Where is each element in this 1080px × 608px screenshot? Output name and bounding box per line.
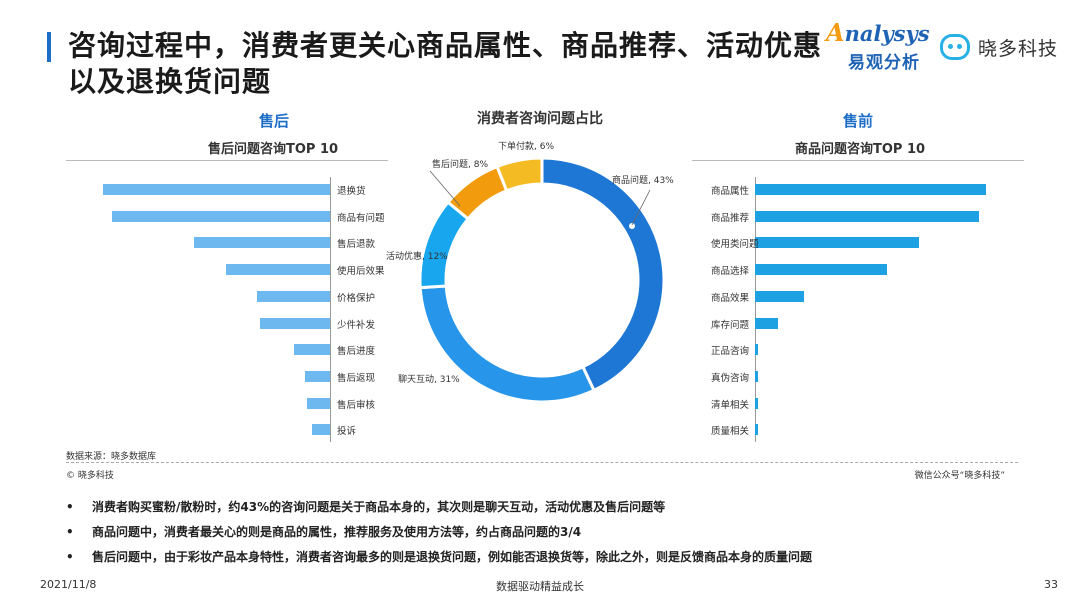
right-chart-axis (755, 177, 756, 442)
analysys-logo-text: Analysys (826, 18, 930, 47)
left-chart-axis (330, 177, 331, 442)
product-bar (755, 397, 759, 409)
bullet-item: • 商品问题中，消费者最关心的则是商品的属性，推荐服务及使用方法等，约占商品问题的… (66, 520, 1046, 545)
product-bar-label: 商品推荐 (711, 212, 750, 224)
product-bar-label: 商品选择 (711, 266, 750, 278)
product-bar (755, 370, 759, 382)
dashed-divider (66, 462, 1018, 463)
after-sales-bar-label: 售后进度 (337, 346, 376, 358)
donut-slice-label: 售后问题, 8% (432, 158, 488, 170)
data-source: 数据来源：晓多数据库 (66, 452, 157, 462)
after-sales-bar (311, 424, 330, 436)
after-sales-bar (305, 370, 330, 382)
donut-slice-label: 商品问题, 43% (612, 174, 674, 186)
left-section-title: 售后 (259, 112, 290, 130)
after-sales-bar (112, 210, 330, 222)
donut-slice (495, 156, 544, 193)
right-header-divider (692, 160, 1024, 161)
wechat-account: 微信公众号“晓多科技” (914, 471, 1005, 481)
after-sales-bar (103, 184, 330, 195)
product-bar (755, 237, 919, 249)
product-bar-label: 正品咨询 (711, 346, 750, 358)
copyright: © 晓多科技 (66, 471, 114, 481)
donut-slice-label: 活动优惠, 12% (386, 250, 448, 262)
bullet-item: • 消费者购买蜜粉/散粉时，约43%的咨询问题是关于商品本身的，其次则是聊天互动，… (66, 495, 1046, 520)
donut-slice-label: 聊天互动, 31% (398, 373, 460, 385)
page-number: 33 (1044, 578, 1058, 591)
donut-slice (418, 200, 471, 290)
chat-bubble-icon (940, 34, 970, 60)
product-bar (755, 210, 980, 222)
product-bar-label: 商品属性 (711, 186, 750, 197)
product-bar-label: 商品效果 (711, 292, 750, 304)
product-bar (755, 317, 779, 329)
footer-date: 2021/11/8 (40, 578, 97, 591)
product-bar (755, 290, 804, 302)
donut-slice-label: 下单付款, 6% (498, 140, 554, 152)
left-header-divider (66, 160, 388, 161)
analysys-logo-cn: 易观分析 (848, 53, 920, 73)
after-sales-bar (259, 317, 330, 329)
after-sales-bar-label: 使用后效果 (337, 266, 385, 278)
after-sales-bar-label: 商品有问题 (337, 212, 385, 224)
after-sales-bar (257, 290, 330, 302)
summary-bullets: • 消费者购买蜜粉/散粉时，约43%的咨询问题是关于商品本身的，其次则是聊天互动，… (66, 495, 1046, 570)
after-sales-bar (193, 237, 330, 249)
after-sales-bar (307, 397, 330, 409)
after-sales-bar-label: 退换货 (337, 186, 366, 197)
product-bar-label: 库存问题 (711, 319, 750, 331)
leader-line (631, 189, 651, 226)
bullet-dot: • (66, 550, 74, 564)
analysys-logo: Analysys 易观分析 (826, 18, 936, 74)
product-bar-label: 质量相关 (711, 426, 750, 438)
footer-slogan: 数据驱动精益成长 (496, 580, 584, 593)
bullet-dot: • (66, 500, 74, 514)
inquiry-share-donut-chart: 商品问题, 43% 聊天互动, 31% 活动优惠, 12% 售后问题, 8% 下单付款,… (386, 140, 674, 404)
product-bar (755, 184, 986, 195)
product-bar-label: 清单相关 (711, 399, 750, 411)
bullet-dot: • (66, 525, 74, 539)
leader-line (429, 170, 461, 207)
after-sales-bar-label: 售后返现 (337, 372, 376, 384)
title-accent-bar (47, 32, 51, 62)
after-sales-bar-label: 价格保护 (337, 292, 376, 304)
product-bar (755, 344, 759, 356)
leader-dot (629, 223, 635, 229)
bullet-item: • 售后问题中，由于彩妆产品本身特性，消费者咨询最多的则是退换货问题，例如能否退换… (66, 545, 1046, 570)
page-title: 咨询过程中，消费者更关心商品属性、商品推荐、活动优惠以及退换货问题 (68, 29, 823, 98)
product-bar (755, 424, 759, 436)
donut-slice (445, 164, 509, 221)
after-sales-bar-label: 售后审核 (337, 399, 376, 411)
after-sales-bar-label: 投诉 (337, 426, 357, 438)
right-section-title: 售前 (843, 112, 874, 130)
after-sales-bar-label: 少件补发 (337, 319, 376, 331)
left-section-subtitle: 售后问题咨询TOP 10 (208, 142, 339, 157)
donut-chart-title: 消费者咨询问题占比 (477, 111, 603, 127)
product-bar-label: 真伪咨询 (711, 372, 750, 384)
donut-slice (540, 156, 666, 393)
after-sales-bar (293, 344, 330, 356)
right-section-subtitle: 商品问题咨询TOP 10 (795, 142, 926, 157)
product-bar (755, 264, 887, 276)
after-sales-bar-label: 售后退款 (337, 239, 376, 251)
product-bar-label: 使用类问题 (711, 239, 759, 251)
after-sales-bar (225, 264, 330, 276)
xiaoduo-logo-text: 晓多科技 (978, 38, 1059, 60)
xiaoduo-logo: 晓多科技 (940, 32, 1070, 62)
